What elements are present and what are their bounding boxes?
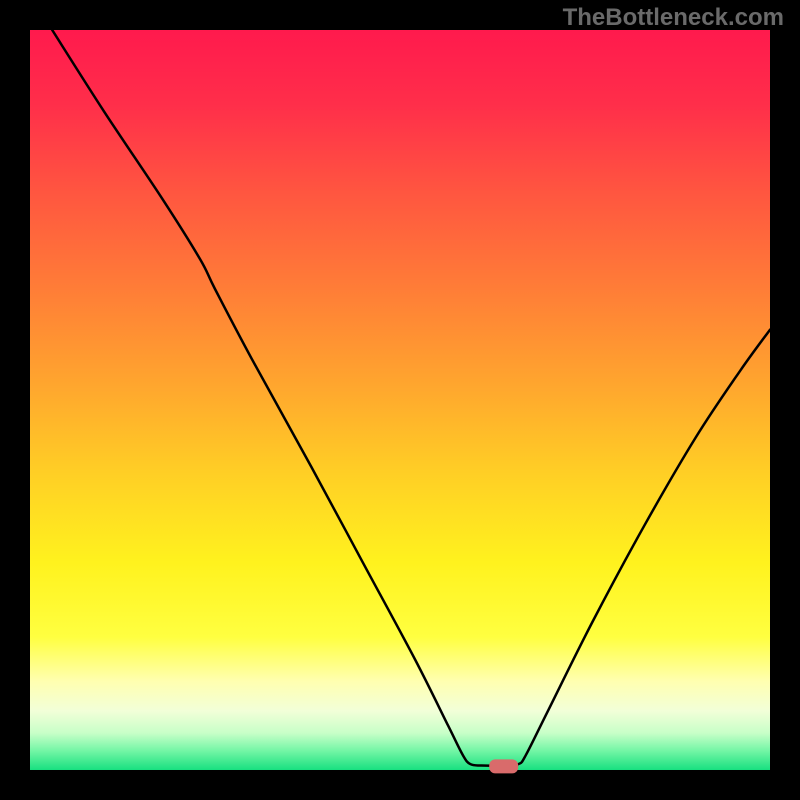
chart-stage: TheBottleneck.com — [0, 0, 800, 800]
curve-layer — [30, 30, 770, 770]
optimum-marker — [489, 760, 519, 773]
plot-area — [30, 30, 770, 770]
watermark-text: TheBottleneck.com — [563, 4, 784, 32]
bottleneck-curve — [52, 30, 770, 766]
